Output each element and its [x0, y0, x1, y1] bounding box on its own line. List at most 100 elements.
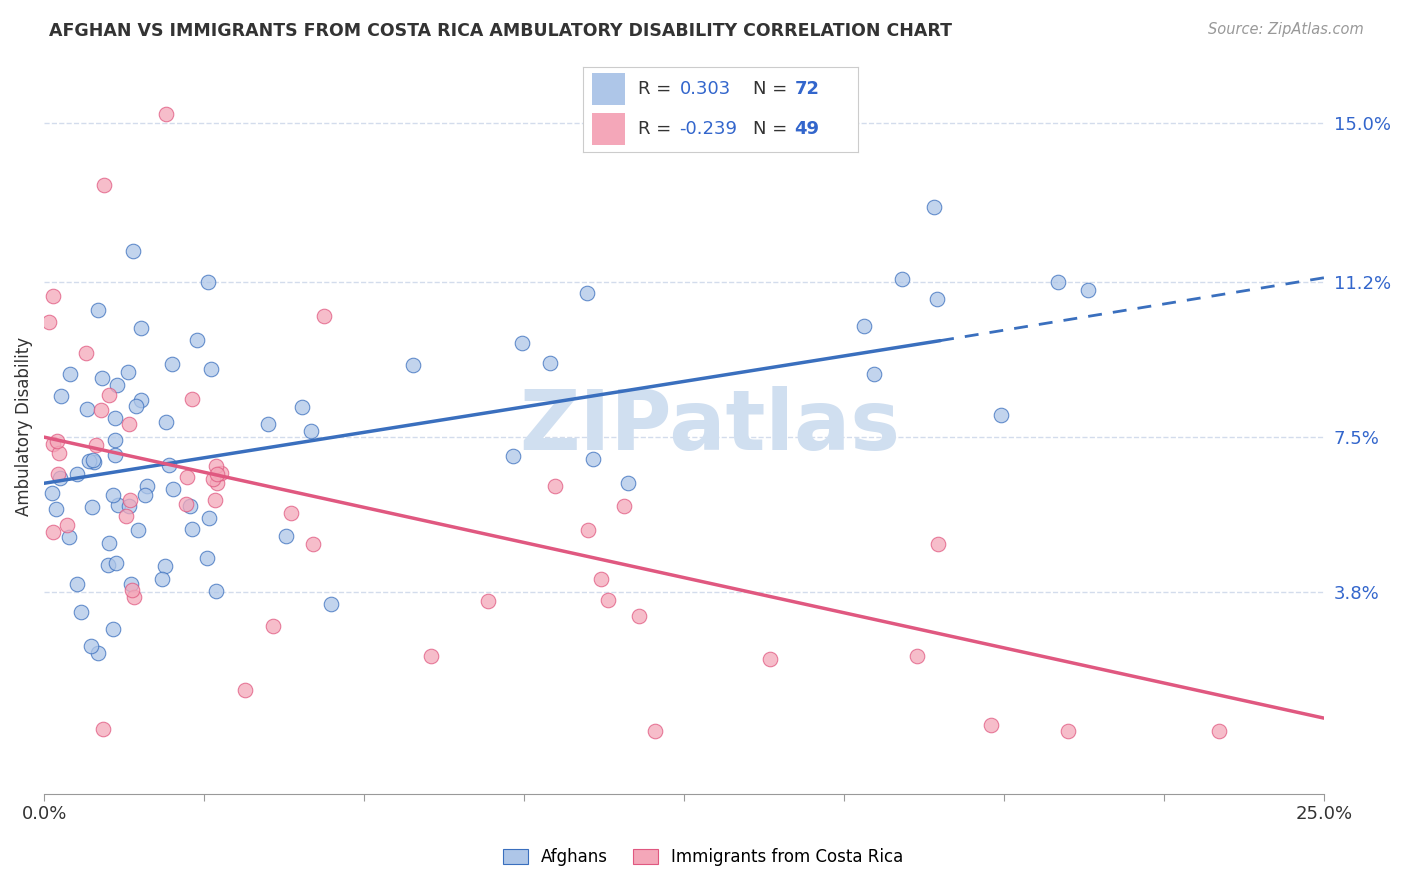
Point — [122, 590, 145, 604]
Point — [927, 292, 949, 306]
Point — [477, 594, 499, 608]
Point — [314, 310, 336, 324]
Point — [121, 582, 143, 597]
Point — [922, 200, 945, 214]
Point — [1057, 723, 1080, 738]
Point — [197, 275, 219, 289]
Point — [262, 619, 284, 633]
Point — [49, 471, 72, 485]
Text: -0.239: -0.239 — [679, 120, 738, 137]
Text: 72: 72 — [794, 80, 820, 98]
Point — [162, 482, 184, 496]
Point — [101, 622, 124, 636]
Point — [980, 717, 1002, 731]
Point — [202, 472, 225, 486]
Point — [90, 402, 112, 417]
Point — [627, 608, 650, 623]
Text: 0.303: 0.303 — [679, 80, 731, 98]
Point — [544, 479, 567, 493]
Point — [759, 651, 782, 665]
Point — [46, 434, 69, 448]
Point — [613, 500, 636, 514]
Point — [927, 537, 949, 551]
Point — [82, 453, 104, 467]
Point — [42, 289, 65, 303]
Point — [291, 400, 314, 414]
Point — [257, 417, 280, 432]
Point — [1046, 275, 1069, 289]
Text: ZIPatlas: ZIPatlas — [519, 386, 900, 467]
Point — [1208, 723, 1230, 738]
Point — [46, 467, 69, 482]
Point — [103, 448, 125, 462]
Point — [87, 646, 110, 660]
Point — [75, 346, 97, 360]
Point — [76, 401, 98, 416]
Point — [129, 321, 152, 335]
Point — [87, 303, 110, 318]
Point — [122, 244, 145, 258]
Point — [853, 318, 876, 333]
Point — [124, 399, 146, 413]
Point — [195, 550, 218, 565]
Point — [83, 454, 105, 468]
Point — [181, 392, 204, 407]
Point — [42, 437, 65, 451]
Point — [41, 485, 63, 500]
Point — [93, 178, 115, 193]
Point — [80, 500, 103, 515]
Point — [150, 573, 173, 587]
Point — [204, 459, 226, 474]
Point — [155, 107, 177, 121]
Point — [129, 393, 152, 408]
Point — [578, 523, 600, 537]
Point — [48, 446, 70, 460]
Point — [97, 387, 120, 401]
Point — [512, 336, 534, 351]
Point — [79, 639, 101, 653]
Point — [135, 479, 157, 493]
Point — [990, 408, 1012, 422]
Point — [77, 454, 100, 468]
Point — [120, 576, 142, 591]
Point — [589, 572, 612, 586]
Point — [104, 411, 127, 425]
Point — [198, 511, 221, 525]
Text: N =: N = — [754, 120, 793, 137]
Point — [101, 488, 124, 502]
Point — [118, 492, 141, 507]
Point — [70, 605, 93, 619]
Text: N =: N = — [754, 80, 793, 98]
Point — [91, 722, 114, 736]
Point — [117, 365, 139, 379]
Point — [204, 583, 226, 598]
Point — [105, 556, 128, 570]
Y-axis label: Ambulatory Disability: Ambulatory Disability — [15, 337, 32, 516]
Text: Source: ZipAtlas.com: Source: ZipAtlas.com — [1208, 22, 1364, 37]
Point — [276, 529, 298, 543]
Point — [45, 502, 67, 516]
Point — [1077, 283, 1099, 297]
Point — [176, 469, 198, 483]
Point — [90, 370, 112, 384]
Point — [176, 497, 198, 511]
Point — [59, 367, 82, 381]
Point — [98, 536, 121, 550]
Point — [118, 417, 141, 431]
Point — [115, 509, 138, 524]
Point — [117, 499, 139, 513]
Point — [205, 476, 228, 491]
Point — [890, 271, 912, 285]
Point — [538, 356, 561, 370]
FancyBboxPatch shape — [592, 73, 624, 105]
Point — [598, 592, 620, 607]
Point — [38, 315, 60, 329]
Point — [862, 367, 884, 381]
Point — [49, 389, 72, 403]
Point — [56, 517, 79, 532]
Text: 49: 49 — [794, 120, 820, 137]
Point — [617, 475, 640, 490]
Point — [127, 523, 149, 537]
Point — [200, 362, 222, 376]
Point — [41, 524, 63, 539]
